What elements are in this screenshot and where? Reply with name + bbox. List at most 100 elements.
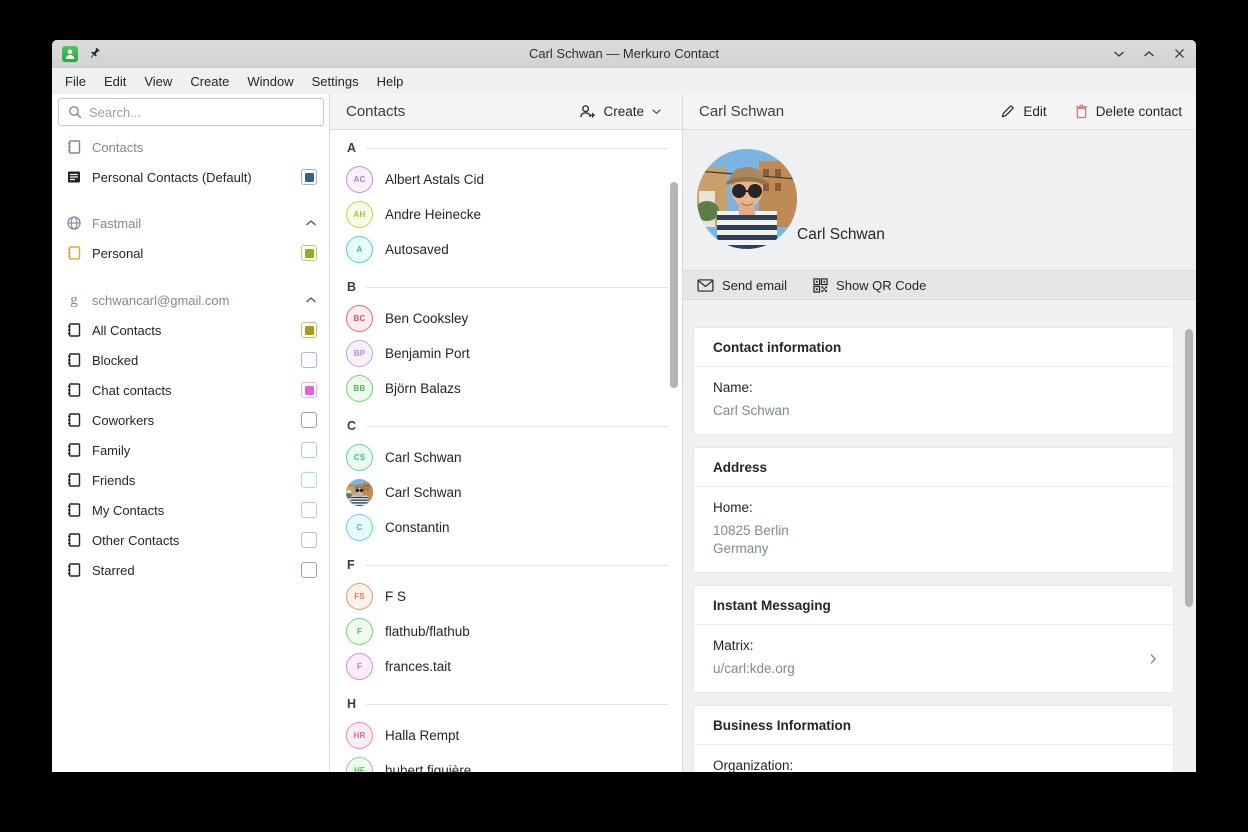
- avatar: FS: [346, 583, 373, 610]
- list-item[interactable]: F flathub/flathub: [330, 614, 682, 649]
- checkbox-blocked[interactable]: [301, 352, 317, 368]
- menu-file[interactable]: File: [65, 73, 86, 89]
- checkbox-fastmail-personal[interactable]: [301, 245, 317, 261]
- contact-detail-panel: Carl Schwan Edit Delete contact Carl Sch…: [683, 94, 1196, 772]
- sidebar-item-my-contacts[interactable]: My Contacts: [52, 495, 329, 525]
- maximize-button[interactable]: [1142, 47, 1156, 61]
- avatar: C: [346, 514, 373, 541]
- checkbox-friends[interactable]: [301, 472, 317, 488]
- card-instant-messaging: Instant Messaging Matrix: u/carl:kde.org: [693, 585, 1174, 693]
- collapse-icon[interactable]: [305, 296, 317, 304]
- address-book-icon: [66, 442, 82, 458]
- checkbox-coworkers[interactable]: [301, 412, 317, 428]
- close-button[interactable]: [1172, 47, 1186, 61]
- sidebar-section-gmail[interactable]: g schwancarl@gmail.com: [52, 285, 329, 315]
- send-email-button[interactable]: Send email: [697, 278, 787, 293]
- checkbox-all-contacts[interactable]: [301, 322, 317, 338]
- checkbox-chat-contacts[interactable]: [301, 382, 317, 398]
- checkbox-other-contacts[interactable]: [301, 532, 317, 548]
- list-item[interactable]: F frances.tait: [330, 649, 682, 684]
- checkbox-starred[interactable]: [301, 562, 317, 578]
- avatar: HR: [346, 722, 373, 749]
- show-qr-button[interactable]: Show QR Code: [813, 278, 926, 293]
- list-item[interactable]: FS F S: [330, 579, 682, 614]
- avatar: AC: [346, 166, 373, 193]
- avatar: F: [346, 653, 373, 680]
- card-contact-information: Contact information Name: Carl Schwan: [693, 327, 1174, 435]
- window-title: Carl Schwan — Merkuro Contact: [528, 46, 719, 61]
- search-icon: [67, 104, 83, 120]
- checkbox-my-contacts[interactable]: [301, 502, 317, 518]
- menu-help[interactable]: Help: [376, 73, 404, 89]
- letter-header: F: [330, 551, 682, 579]
- card-business-information: Business Information Organization: G10 C…: [693, 705, 1174, 772]
- sidebar-item-contacts-root[interactable]: Contacts: [52, 132, 329, 162]
- sidebar-item-other-contacts[interactable]: Other Contacts: [52, 525, 329, 555]
- chevron-down-icon: [651, 108, 662, 115]
- address-book-icon: [66, 562, 82, 578]
- menu-edit[interactable]: Edit: [103, 73, 127, 89]
- sidebar-item-coworkers[interactable]: Coworkers: [52, 405, 329, 435]
- list-item[interactable]: A Autosaved: [330, 232, 682, 267]
- list-item[interactable]: AH Andre Heinecke: [330, 197, 682, 232]
- person-add-icon: [579, 104, 596, 119]
- address-book-icon: [66, 352, 82, 368]
- list-item[interactable]: HF hubert figuière: [330, 753, 682, 772]
- list-item[interactable]: C Constantin: [330, 510, 682, 545]
- address-book-icon: [66, 322, 82, 338]
- sidebar-item-friends[interactable]: Friends: [52, 465, 329, 495]
- field-organization: Organization: G10 Code GmbH: [713, 758, 794, 772]
- search-input[interactable]: [58, 98, 324, 126]
- list-item[interactable]: AC Albert Astals Cid: [330, 162, 682, 197]
- avatar-photo: [346, 479, 373, 506]
- detail-title: Carl Schwan: [699, 103, 785, 120]
- checkbox-family[interactable]: [301, 442, 317, 458]
- list-item[interactable]: Carl Schwan: [330, 475, 682, 510]
- contact-list-title: Contacts: [346, 103, 406, 120]
- contact-list-panel: Contacts Create A AC Albert Astals Cid A…: [330, 94, 683, 772]
- list-item[interactable]: HR Halla Rempt: [330, 718, 682, 753]
- list-item[interactable]: BP Benjamin Port: [330, 336, 682, 371]
- card-address: Address Home: 10825 Berlin Germany: [693, 447, 1174, 573]
- sidebar-item-blocked[interactable]: Blocked: [52, 345, 329, 375]
- list-item[interactable]: BB Björn Balazs: [330, 371, 682, 406]
- field-matrix[interactable]: Matrix: u/carl:kde.org: [694, 625, 1173, 692]
- menu-view[interactable]: View: [144, 73, 173, 89]
- checkbox-personal-default[interactable]: [301, 169, 317, 185]
- scrollbar-thumb[interactable]: [1185, 329, 1193, 607]
- edit-button[interactable]: Edit: [1000, 104, 1047, 119]
- sidebar-item-chat-contacts[interactable]: Chat contacts: [52, 375, 329, 405]
- titlebar: Carl Schwan — Merkuro Contact: [52, 40, 1196, 68]
- contact-details: Contact information Name: Carl Schwan Ad…: [683, 300, 1196, 772]
- avatar: CS: [346, 444, 373, 471]
- menu-settings[interactable]: Settings: [311, 73, 359, 89]
- menubar: File Edit View Create Window Settings He…: [52, 68, 1196, 94]
- avatar: F: [346, 618, 373, 645]
- create-button[interactable]: Create: [573, 100, 668, 123]
- contact-list: A AC Albert Astals Cid AH Andre Heinecke…: [330, 130, 682, 772]
- sidebar-item-starred[interactable]: Starred: [52, 555, 329, 585]
- pencil-icon: [1000, 104, 1015, 119]
- trash-icon: [1075, 104, 1088, 119]
- list-item[interactable]: BC Ben Cooksley: [330, 301, 682, 336]
- list-item[interactable]: CS Carl Schwan: [330, 440, 682, 475]
- address-book-icon: [66, 472, 82, 488]
- avatar: HF: [346, 757, 373, 772]
- sidebar-item-all-contacts[interactable]: All Contacts: [52, 315, 329, 345]
- delete-contact-button[interactable]: Delete contact: [1075, 104, 1182, 119]
- minimize-button[interactable]: [1112, 47, 1126, 61]
- scrollbar-thumb[interactable]: [670, 182, 678, 388]
- contact-banner: Carl Schwan: [683, 130, 1196, 270]
- sidebar-item-family[interactable]: Family: [52, 435, 329, 465]
- menu-create[interactable]: Create: [190, 73, 230, 89]
- google-icon: g: [70, 292, 78, 308]
- menu-window[interactable]: Window: [247, 73, 294, 89]
- sidebar: Contacts Personal Contacts (Default) Fas…: [52, 94, 330, 772]
- collapse-icon[interactable]: [305, 219, 317, 227]
- sidebar-item-personal-contacts-default[interactable]: Personal Contacts (Default): [52, 162, 329, 192]
- sidebar-item-fastmail-personal[interactable]: Personal: [52, 238, 329, 268]
- sidebar-section-fastmail[interactable]: Fastmail: [52, 208, 329, 238]
- app-icon: [62, 45, 78, 62]
- field-home-address: Home: 10825 Berlin Germany: [713, 500, 789, 556]
- letter-header: A: [330, 134, 682, 162]
